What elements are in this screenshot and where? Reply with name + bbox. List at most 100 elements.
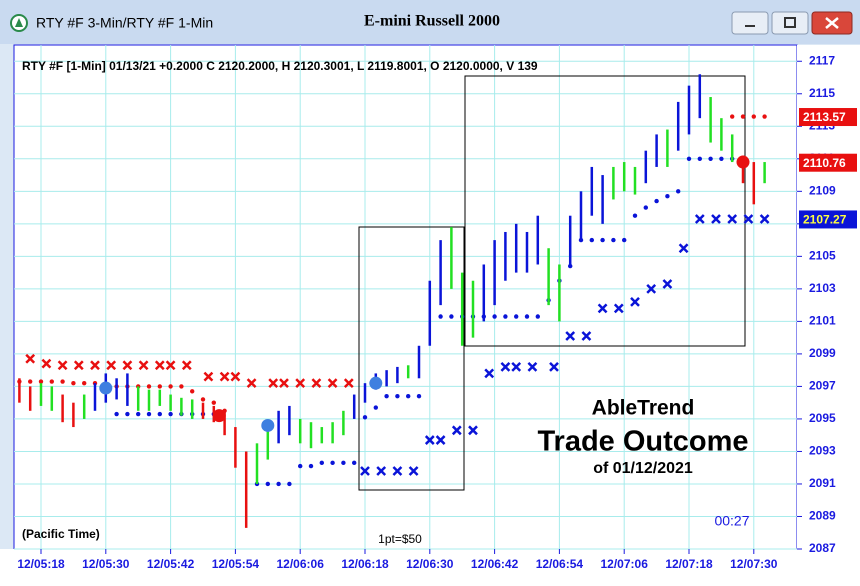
resistance-dot (82, 380, 87, 386)
support-dot (449, 314, 454, 319)
stop-marker (500, 362, 511, 372)
stop-marker (392, 466, 403, 476)
support-dot (492, 314, 497, 319)
chart-title: E-mini Russell 2000 (364, 13, 500, 30)
stop-marker (662, 279, 673, 289)
stop-marker (759, 214, 770, 224)
stop-marker (25, 353, 36, 364)
signal-dot (261, 418, 275, 432)
y-tick-label: 2087 (809, 541, 836, 555)
stop-marker (711, 214, 721, 224)
support-dot (114, 411, 119, 417)
y-tick-label: 2105 (809, 249, 836, 263)
support-dot (406, 393, 411, 399)
x-tick-label: 12/06:54 (536, 557, 584, 571)
support-dot (632, 213, 638, 218)
x-tick-label: 12/06:42 (471, 557, 519, 571)
stop-marker (646, 283, 657, 294)
signal-dot (99, 381, 113, 395)
stop-marker (246, 378, 257, 389)
support-dot (287, 481, 292, 487)
support-dot (600, 237, 605, 243)
support-dot (676, 189, 681, 194)
x-tick-label: 12/07:06 (601, 557, 649, 571)
support-dot (276, 481, 281, 487)
support-dot (416, 393, 422, 399)
window-title: RTY #F 3-Min/RTY #F 1-Min (36, 15, 213, 31)
stop-marker (57, 360, 68, 371)
close-icon (825, 17, 839, 29)
maximize-button[interactable] (771, 11, 809, 35)
resistance-dot (157, 384, 162, 389)
resistance-dot (762, 114, 767, 119)
point-value-note: 1pt=$50 (378, 532, 422, 546)
timezone-note: (Pacific Time) (22, 527, 100, 541)
support-dot (352, 460, 357, 466)
x-tick-label: 12/05:30 (82, 557, 130, 571)
stop-marker (90, 360, 100, 371)
support-dot (157, 411, 162, 417)
support-dot (438, 314, 443, 319)
y-tick-label: 2095 (809, 411, 836, 425)
stop-marker (581, 331, 592, 341)
stop-marker (727, 214, 738, 224)
support-dot (503, 314, 508, 319)
minimize-button[interactable] (731, 11, 769, 35)
y-tick-label: 2089 (809, 509, 836, 523)
x-tick-label: 12/06:06 (277, 557, 325, 571)
stop-marker (511, 362, 522, 372)
x-tick-label: 12/05:18 (17, 557, 65, 571)
support-dot (168, 411, 173, 417)
stop-marker (360, 466, 370, 476)
resistance-dot (730, 114, 735, 119)
resistance-dot (71, 380, 76, 386)
y-tick-label: 2091 (809, 476, 836, 490)
support-dot (384, 393, 389, 399)
resistance-dot (168, 384, 173, 389)
countdown: 00:27 (714, 513, 749, 529)
stop-marker (203, 371, 214, 382)
stop-marker (295, 378, 306, 389)
resistance-dot (38, 379, 44, 384)
support-dot (330, 460, 335, 466)
chart-subtitle: RTY #F [1-Min] 01/13/21 +0.2000 C 2120.2… (22, 59, 538, 73)
support-dot (697, 156, 702, 162)
headline: Trade Outcome (537, 426, 748, 458)
stop-marker (327, 378, 338, 389)
y-tick-label: 2097 (809, 379, 836, 393)
stop-marker (279, 378, 289, 389)
resistance-dot (740, 114, 746, 119)
stop-marker (122, 360, 133, 371)
x-tick-label: 12/06:30 (406, 557, 454, 571)
plot-area (13, 44, 798, 550)
stop-marker (106, 360, 117, 371)
stop-marker (565, 331, 576, 341)
support-dot (125, 411, 130, 417)
y-tick-label: 2109 (809, 183, 836, 197)
price-label-box (799, 108, 857, 127)
time-axis (0, 549, 860, 586)
stop-marker (219, 371, 230, 382)
stop-marker (597, 303, 608, 314)
price-label: 2110.76 (803, 156, 846, 170)
x-tick-label: 12/05:42 (147, 557, 195, 571)
support-dot (308, 463, 314, 469)
stop-marker (343, 378, 354, 389)
price-label-box (799, 153, 857, 172)
resistance-dot (211, 400, 216, 405)
stop-marker (451, 425, 462, 436)
resistance-dot (751, 114, 756, 119)
stop-marker (376, 466, 387, 476)
stop-marker (613, 303, 624, 314)
support-dot (708, 156, 713, 162)
stop-marker (743, 214, 754, 224)
y-tick-label: 2101 (809, 314, 836, 328)
support-dot (643, 205, 648, 210)
resistance-dot (200, 397, 206, 402)
price-axis (797, 45, 860, 549)
support-dot (341, 460, 346, 466)
stop-marker (408, 466, 419, 476)
x-tick-label: 12/07:18 (665, 557, 713, 571)
support-dot (395, 393, 400, 399)
